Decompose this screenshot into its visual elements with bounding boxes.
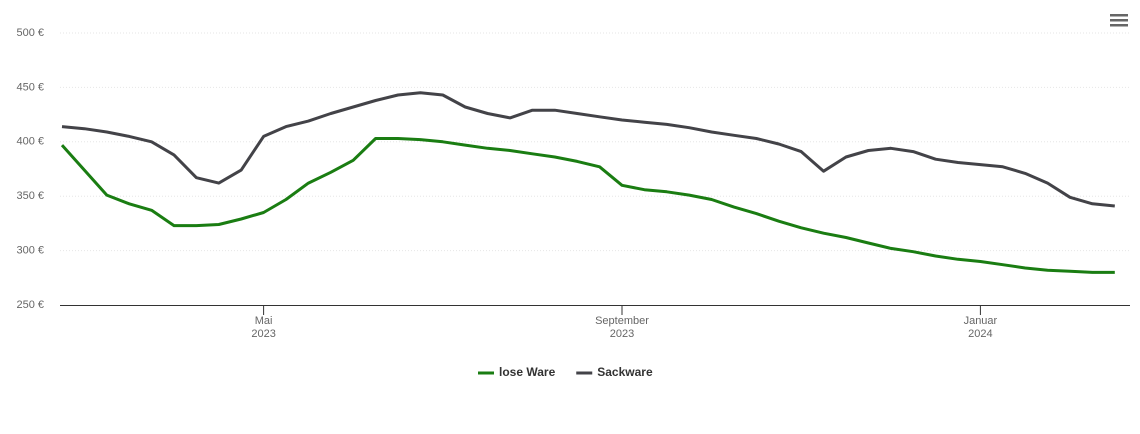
y-tick-label: 350 € bbox=[16, 190, 44, 202]
x-tick-label: September 2023 bbox=[595, 315, 649, 340]
legend-label[interactable]: Sackware bbox=[597, 365, 653, 379]
x-tick-label: Januar 2024 bbox=[963, 315, 998, 340]
series-line bbox=[60, 137, 1115, 274]
y-tick-label: 300 € bbox=[16, 245, 44, 257]
y-tick-label: 400 € bbox=[16, 136, 44, 148]
series-line bbox=[61, 91, 1115, 208]
x-tick-label: Mai 2023 bbox=[251, 315, 276, 340]
y-tick-label: 500 € bbox=[16, 27, 44, 39]
y-tick-label: 450 € bbox=[16, 81, 44, 93]
menu-button[interactable] bbox=[1110, 14, 1128, 27]
y-tick-label: 250 € bbox=[16, 299, 44, 311]
legend-label[interactable]: lose Ware bbox=[499, 365, 556, 379]
